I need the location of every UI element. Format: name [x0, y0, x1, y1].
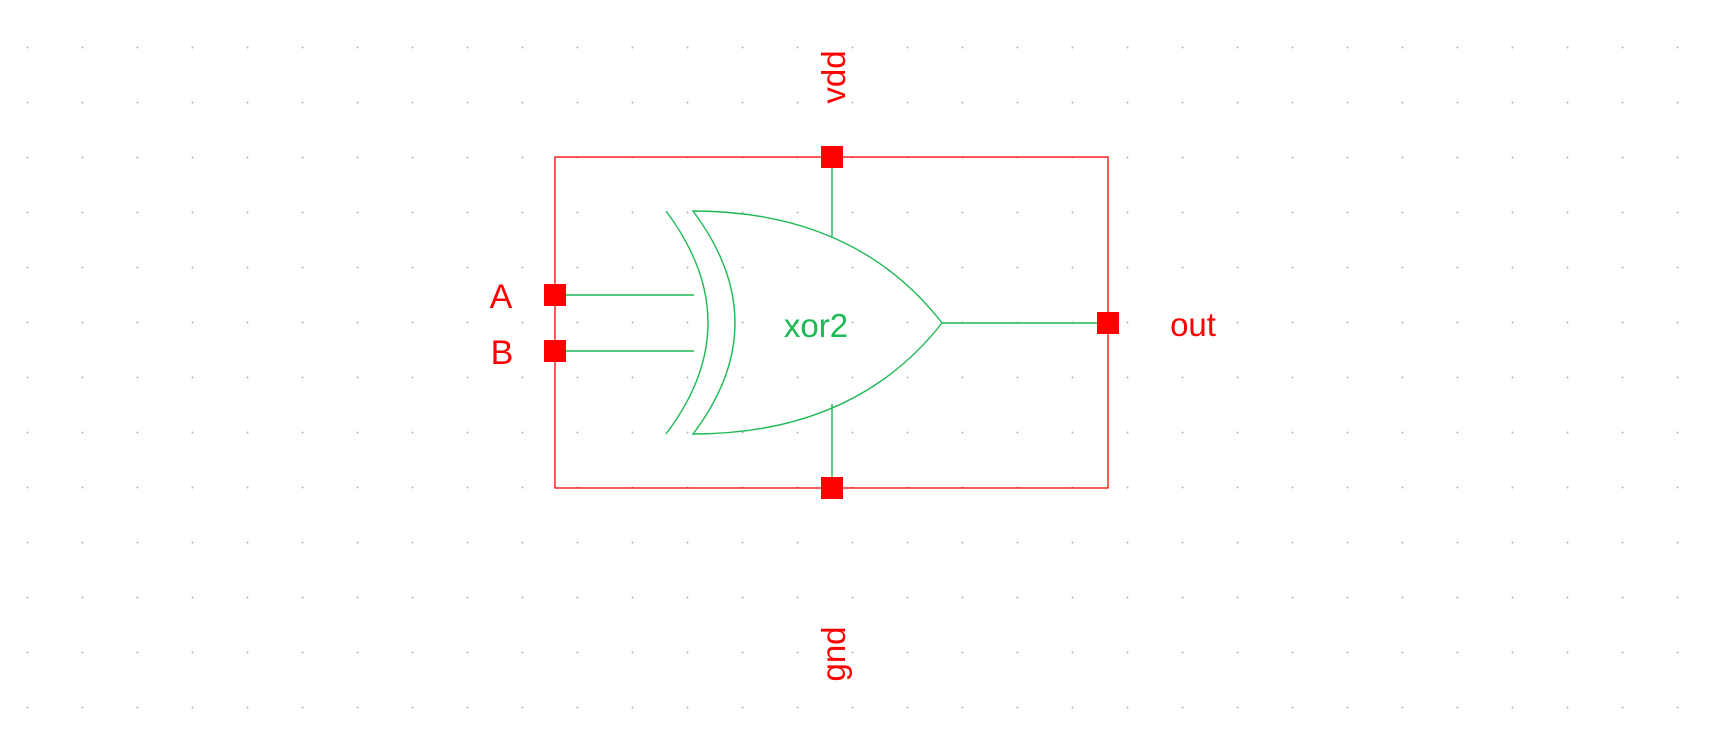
pin-out[interactable] [1097, 312, 1119, 334]
xor-gate-body [691, 210, 943, 435]
pin-out-label: out [1170, 306, 1216, 343]
pin-gnd[interactable] [821, 477, 843, 499]
pin-vdd[interactable] [821, 146, 843, 168]
pin-a-label: A [490, 278, 513, 316]
cell-name-label: xor2 [784, 307, 848, 344]
pin-b[interactable] [544, 340, 566, 362]
pin-a[interactable] [544, 284, 566, 306]
pin-gnd-label: gnd [815, 626, 852, 681]
pin-b-label: B [491, 334, 514, 372]
pin-vdd-label: vdd [815, 50, 852, 103]
xor-input-arc [665, 210, 709, 435]
